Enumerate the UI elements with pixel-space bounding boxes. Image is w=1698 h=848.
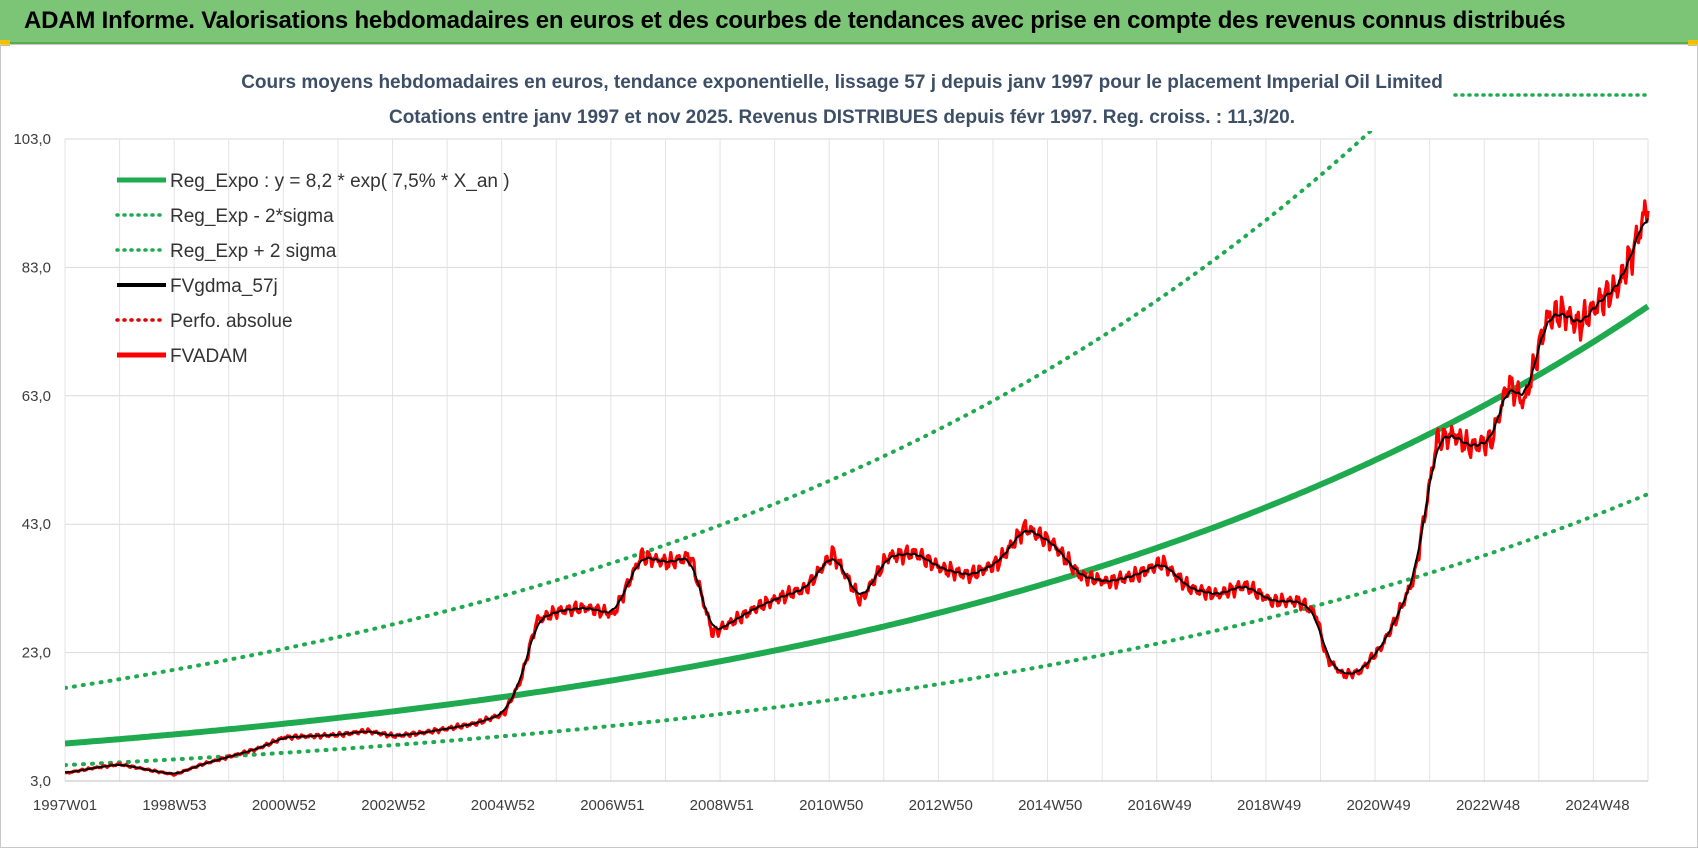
- x-tick-label: 2014W50: [1018, 797, 1082, 814]
- legend: Reg_Expo : y = 8,2 * exp( 7,5% * X_an ) R…: [115, 171, 510, 367]
- x-tick-label: 2000W52: [252, 797, 316, 814]
- x-tick-label: 2020W49: [1346, 797, 1410, 814]
- chart-title-line1: Cours moyens hebdomadaires en euros, ten…: [241, 72, 1443, 93]
- x-tick-label: 2006W51: [580, 797, 644, 814]
- x-tick-label: 2022W48: [1456, 797, 1520, 814]
- legend-label: Reg_Expo : y = 8,2 * exp( 7,5% * X_an ): [170, 171, 510, 192]
- band-lower-line: [65, 492, 1650, 768]
- x-tick-label: 2024W48: [1565, 797, 1629, 814]
- x-tick-label: 2002W52: [361, 797, 425, 814]
- legend-label: Reg_Exp - 2*sigma: [170, 206, 334, 227]
- x-tick-label: 2018W49: [1237, 797, 1301, 814]
- y-tick-label: 3,0: [30, 773, 51, 790]
- y-tick-label: 83,0: [22, 259, 51, 276]
- band-upper-line: [65, 131, 1374, 690]
- chart-title-line2: Cotations entre janv 1997 et nov 2025. R…: [389, 107, 1295, 128]
- x-tick-label: 2012W50: [909, 797, 973, 814]
- grid: [64, 138, 1649, 782]
- x-tick-label: 1998W53: [142, 797, 206, 814]
- legend-label: FVADAM: [170, 346, 248, 367]
- series: [65, 93, 1650, 777]
- header-banner: ADAM Informe. Valorisations hebdomadaire…: [0, 0, 1698, 44]
- y-tick-label: 63,0: [22, 388, 51, 405]
- x-tick-label: 2016W49: [1128, 797, 1192, 814]
- y-tick-label: 103,0: [13, 131, 51, 148]
- y-tick-label: 23,0: [22, 645, 51, 662]
- fvgdma-line: [65, 217, 1649, 775]
- corner-marker-right: [1688, 40, 1698, 46]
- x-tick-label: 2008W51: [690, 797, 754, 814]
- corner-marker-left: [0, 40, 10, 46]
- x-tick-label: 2010W50: [799, 797, 863, 814]
- legend-label: Perfo. absolue: [170, 311, 293, 332]
- page-title: ADAM Informe. Valorisations hebdomadaire…: [24, 7, 1566, 34]
- trend-line: [65, 303, 1650, 747]
- legend-label: Reg_Exp + 2 sigma: [170, 241, 337, 262]
- legend-label: FVgdma_57j: [170, 276, 278, 297]
- fvadam-line: [65, 199, 1650, 777]
- y-tick-label: 43,0: [22, 516, 51, 533]
- x-tick-label: 1997W01: [33, 797, 97, 814]
- axes: 103,0 83,0 63,0 43,0 23,0 3,0 1997W01 1998W53 20…: [13, 131, 1648, 814]
- x-tick-label: 2004W52: [471, 797, 535, 814]
